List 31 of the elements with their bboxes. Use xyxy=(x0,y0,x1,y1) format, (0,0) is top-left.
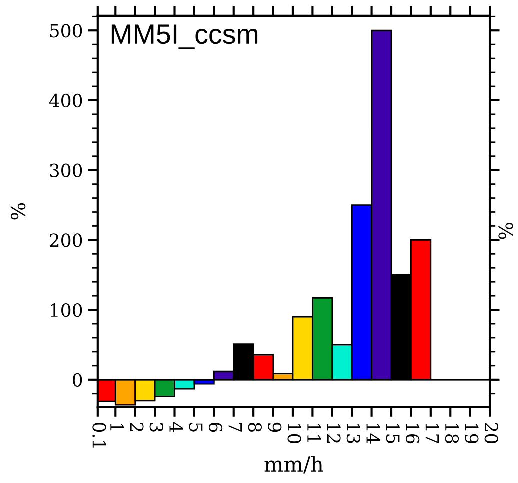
x-tick-label: 5 xyxy=(189,423,203,432)
y-tick-label: 400 xyxy=(49,94,82,108)
y-tick-label: 500 xyxy=(50,24,82,38)
x-tick-label: 15 xyxy=(386,424,400,444)
x-tick-label: 19 xyxy=(465,424,479,444)
x-tick-label: 16 xyxy=(406,424,420,444)
y-axis-title: % xyxy=(10,203,26,220)
x-tick-label: 12 xyxy=(327,424,341,443)
x-tick-label: 10 xyxy=(288,424,302,444)
x-tick-label: 6 xyxy=(208,422,223,432)
x-tick-label: 20 xyxy=(484,422,498,444)
x-tick-label: 2 xyxy=(130,422,144,432)
x-tick-label: 0.1 xyxy=(92,422,106,448)
x-tick-label: 17 xyxy=(426,424,440,444)
x-axis-title: mm/h xyxy=(264,456,324,474)
chart-title: MM5I_ccsm xyxy=(112,24,258,50)
x-tick-label: 14 xyxy=(366,424,380,444)
x-tick-label: 11 xyxy=(308,424,322,442)
x-tick-label: 4 xyxy=(170,422,184,432)
x-tick-label: 9 xyxy=(268,422,282,432)
x-tick-label: 1 xyxy=(110,424,124,431)
x-tick-label: 3 xyxy=(150,423,164,432)
x-tick-label: 7 xyxy=(228,423,242,432)
y-tick-label: 0 xyxy=(73,373,82,388)
y-tick-label: 300 xyxy=(50,164,82,178)
x-tick-label: 18 xyxy=(445,424,460,444)
x-tick-label: 8 xyxy=(248,422,262,432)
x-tick-label: 13 xyxy=(346,424,361,444)
y-tick-label: 100 xyxy=(51,304,82,318)
y2-axis-title: % xyxy=(498,222,514,240)
y-tick-label: 200 xyxy=(50,234,82,248)
